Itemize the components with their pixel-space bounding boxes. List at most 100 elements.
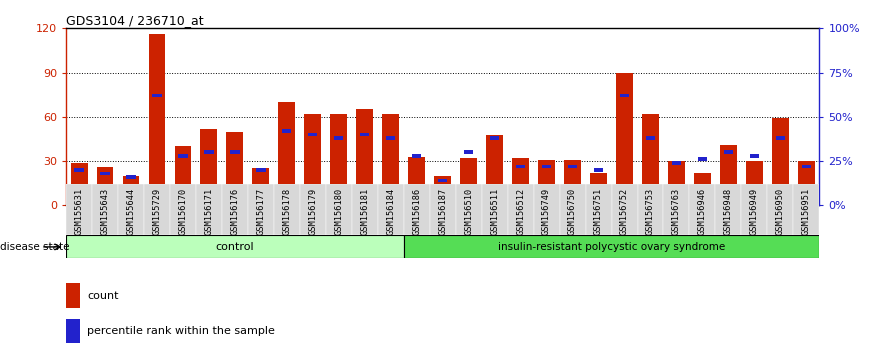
Bar (149, 34, 166, 205)
Bar (282, 129, 292, 133)
Bar (305, 114, 322, 205)
Bar (100, 172, 109, 175)
Text: GDS3104 / 236710_at: GDS3104 / 236710_at (66, 14, 204, 27)
Bar (559, 184, 586, 235)
Text: GSM155631: GSM155631 (75, 188, 84, 235)
Text: GSM156179: GSM156179 (308, 188, 317, 235)
Bar (97, 167, 114, 205)
Text: GSM156951: GSM156951 (802, 188, 811, 235)
Bar (694, 173, 711, 205)
Bar (438, 179, 448, 182)
Bar (690, 184, 715, 235)
Bar (204, 150, 213, 154)
Bar (776, 136, 785, 140)
Bar (798, 161, 815, 205)
Bar (248, 184, 274, 235)
Bar (360, 133, 369, 136)
Bar (326, 184, 352, 235)
Bar (92, 184, 118, 235)
Bar (170, 184, 196, 235)
Bar (642, 114, 659, 205)
Bar (300, 184, 326, 235)
Bar (222, 184, 248, 235)
Bar (256, 168, 265, 172)
Bar (590, 173, 607, 205)
Bar (201, 129, 218, 205)
Text: control: control (216, 242, 255, 252)
Bar (356, 109, 374, 205)
Bar (663, 184, 690, 235)
Bar (542, 165, 552, 168)
Bar (746, 161, 763, 205)
Bar (434, 176, 451, 205)
Text: GSM156171: GSM156171 (204, 188, 213, 235)
Bar (74, 168, 84, 172)
Bar (538, 160, 555, 205)
Bar (66, 184, 92, 235)
Bar (490, 136, 500, 140)
Text: GSM156946: GSM156946 (698, 188, 707, 235)
Text: GSM156186: GSM156186 (412, 188, 421, 235)
Text: GSM156170: GSM156170 (179, 188, 188, 235)
Bar (174, 146, 191, 205)
Bar (196, 184, 222, 235)
Bar (772, 118, 788, 205)
Bar (464, 150, 473, 154)
Bar (122, 176, 139, 205)
Text: GSM156181: GSM156181 (360, 188, 369, 235)
Bar (750, 154, 759, 158)
Text: GSM156751: GSM156751 (594, 188, 603, 235)
Bar (715, 184, 742, 235)
Bar (152, 94, 161, 97)
Bar (594, 168, 603, 172)
Bar (568, 165, 577, 168)
Bar (230, 150, 240, 154)
Bar (126, 175, 136, 179)
Bar (564, 160, 581, 205)
Bar (794, 184, 819, 235)
Text: GSM156176: GSM156176 (231, 188, 240, 235)
Bar (66, 319, 80, 343)
Bar (512, 158, 529, 205)
Text: GSM156948: GSM156948 (724, 188, 733, 235)
Text: GSM156180: GSM156180 (334, 188, 344, 235)
Bar (460, 158, 478, 205)
Text: GSM155643: GSM155643 (100, 188, 109, 235)
Bar (586, 184, 611, 235)
Bar (455, 184, 482, 235)
Bar (118, 184, 144, 235)
Text: GSM156753: GSM156753 (646, 188, 655, 235)
Bar (144, 184, 170, 235)
Bar (382, 114, 399, 205)
Text: percentile rank within the sample: percentile rank within the sample (87, 326, 275, 336)
Text: GSM156949: GSM156949 (750, 188, 759, 235)
Bar (334, 136, 344, 140)
Bar (742, 184, 767, 235)
Bar (516, 165, 525, 168)
Bar (253, 169, 270, 205)
Bar (698, 158, 707, 161)
Text: GSM155644: GSM155644 (127, 188, 136, 235)
Bar (616, 73, 633, 205)
Text: disease state: disease state (0, 242, 70, 252)
Text: GSM156512: GSM156512 (516, 188, 525, 235)
Text: GSM156749: GSM156749 (542, 188, 552, 235)
Bar (352, 184, 378, 235)
Bar (767, 184, 794, 235)
Text: GSM155729: GSM155729 (152, 188, 161, 235)
Text: GSM156177: GSM156177 (256, 188, 265, 235)
Bar (403, 235, 819, 258)
Bar (720, 145, 737, 205)
Bar (226, 132, 243, 205)
Bar (66, 283, 80, 308)
Bar (412, 154, 421, 158)
Bar (70, 162, 87, 205)
Bar (378, 184, 403, 235)
Text: GSM156510: GSM156510 (464, 188, 473, 235)
Text: GSM156178: GSM156178 (282, 188, 292, 235)
Bar (386, 136, 396, 140)
Bar (486, 135, 503, 205)
Bar (672, 161, 681, 165)
Bar (430, 184, 455, 235)
Text: count: count (87, 291, 119, 301)
